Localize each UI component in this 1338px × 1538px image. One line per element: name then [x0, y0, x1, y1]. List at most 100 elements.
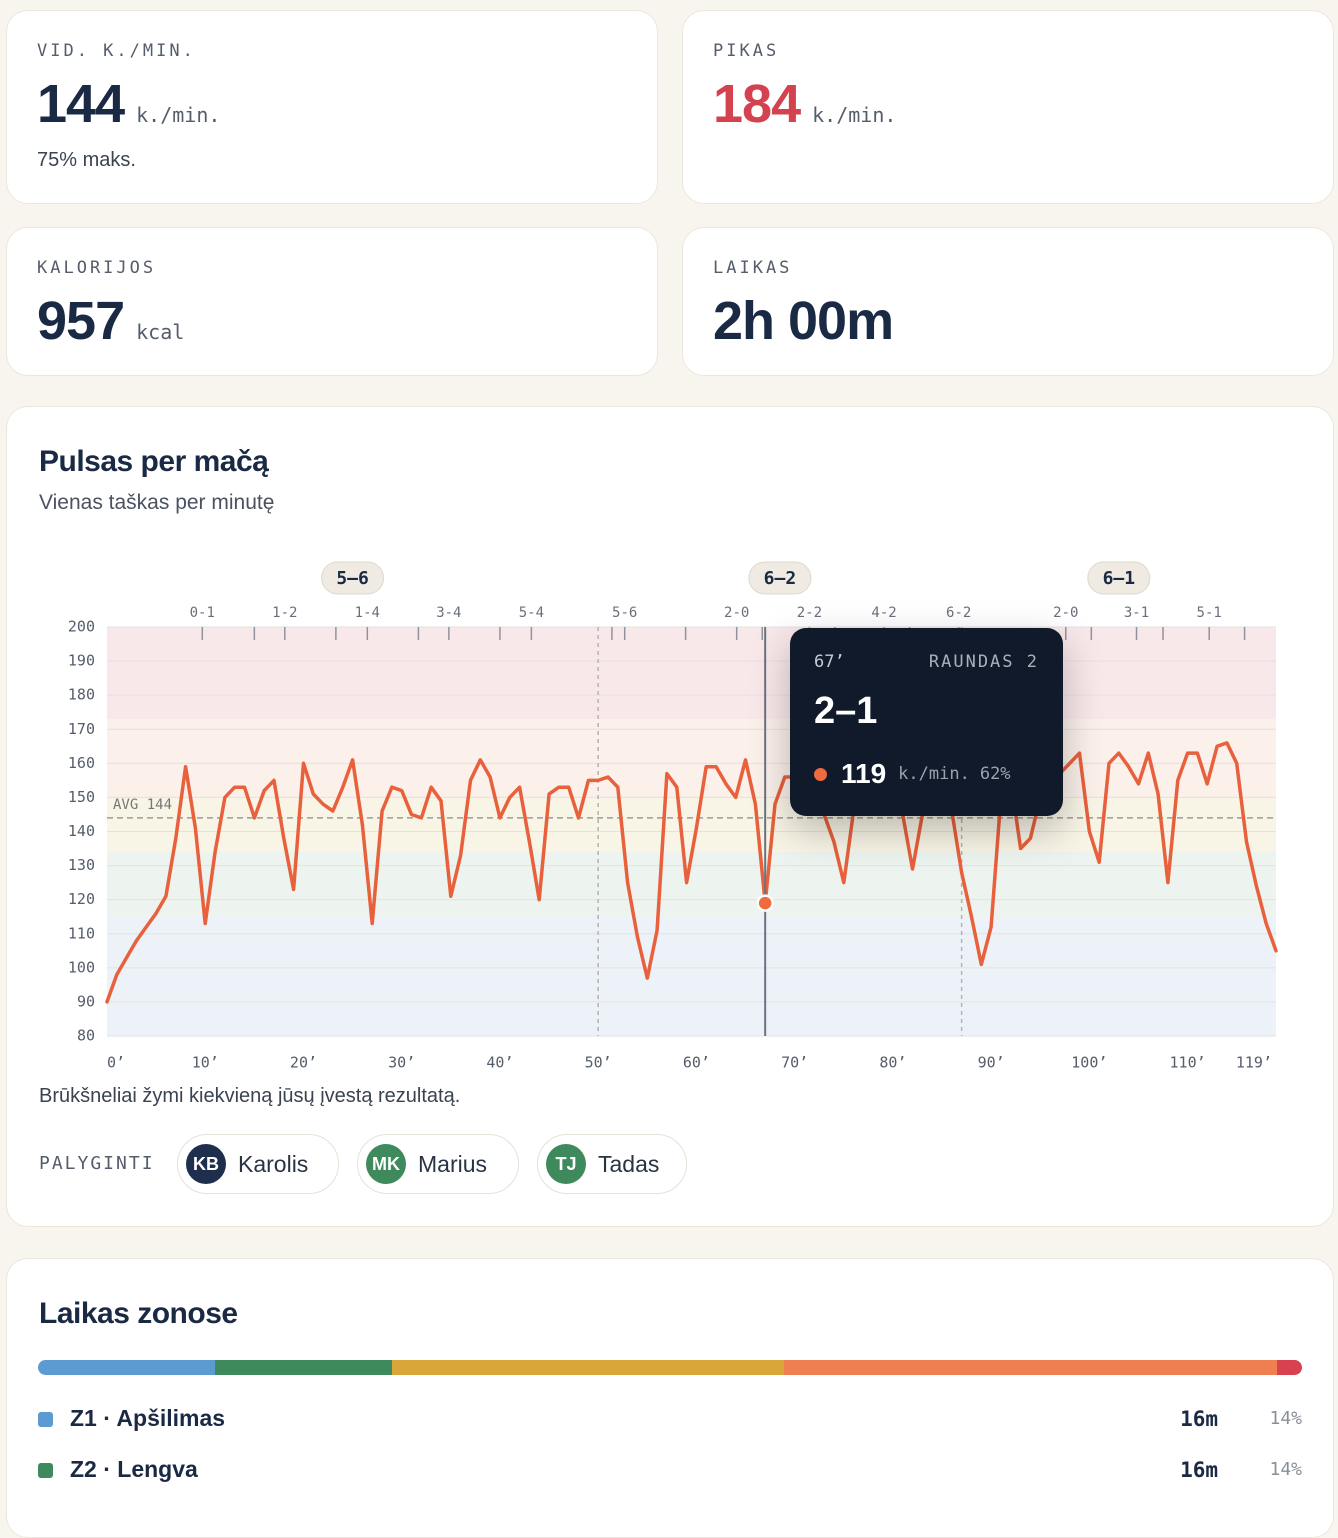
score-label: 0-1 — [190, 605, 215, 621]
stat-value: 184 k./min. — [713, 77, 896, 131]
tooltip: 67’ RAUNDAS 2 2–1 119 k./min. 62% — [790, 628, 1063, 816]
chart-subtitle: Vienas taškas per minutę — [39, 491, 275, 514]
avatar: KB — [186, 1144, 226, 1184]
stat-value: 2h 00m — [713, 291, 894, 351]
zone-time: 16m — [1180, 1458, 1218, 1482]
stat-number: 957 — [37, 291, 125, 351]
set-label: 5–6 — [336, 568, 369, 589]
zone-name: Z2 · Lengva — [70, 1456, 198, 1482]
zones-title: Laikas zonose — [39, 1297, 238, 1330]
tooltip-pct: 62% — [979, 764, 1011, 784]
stat-unit: k./min. — [812, 103, 897, 127]
y-tick-label: 150 — [68, 788, 95, 806]
y-tick-label: 120 — [68, 890, 95, 908]
stat-label: KALORIJOS — [37, 258, 157, 278]
score-label: 6-2 — [946, 605, 971, 621]
stat-label: LAIKAS — [713, 258, 793, 278]
zone-share: 14% — [1269, 1459, 1302, 1480]
score-label: 2-2 — [797, 605, 822, 621]
x-tick-label: 10’ — [192, 1054, 219, 1072]
tooltip-value: 119 — [841, 758, 887, 789]
compare-label: PALYGINTI — [39, 1153, 155, 1174]
y-tick-label: 140 — [68, 822, 95, 840]
footnote: Brūkšneliai žymi kiekvieną jūsų įvestą r… — [39, 1085, 461, 1107]
stat-number: 2h 00m — [713, 291, 894, 351]
tooltip-minute: 67’ — [814, 652, 845, 672]
y-tick-label: 100 — [68, 958, 95, 976]
zone-segment — [214, 1360, 392, 1375]
zone-row: Z2 · Lengva 16m 14% — [38, 1455, 1302, 1485]
stat-sub: 75% maks. — [37, 149, 136, 171]
score-label: 1-4 — [355, 605, 380, 621]
zone-band — [107, 627, 1276, 720]
score-label: 1-2 — [272, 605, 297, 621]
x-tick-label: 110’ — [1170, 1054, 1206, 1072]
zone-band — [107, 916, 1276, 1036]
stat-label: VID. K./MIN. — [37, 41, 196, 61]
y-tick-label: 130 — [68, 856, 95, 874]
zone-row: Z1 · Apšilimas 16m 14% — [38, 1404, 1302, 1434]
y-tick-label: 90 — [77, 992, 95, 1010]
score-label: 3-1 — [1124, 605, 1149, 621]
x-tick-label: 70’ — [781, 1054, 808, 1072]
x-tick-label: 50’ — [585, 1054, 612, 1072]
stat-card: LAIKAS 2h 00m — [682, 227, 1334, 376]
hr-line — [105, 741, 1278, 1004]
score-label: 2-0 — [724, 605, 749, 621]
tooltip-dot — [814, 767, 827, 781]
stat-unit: k./min. — [136, 103, 221, 127]
y-tick-label: 80 — [77, 1027, 95, 1045]
tooltip-row: 119 k./min. 62% — [814, 758, 1011, 790]
score-label: 4-2 — [871, 605, 896, 621]
chip-name: Marius — [418, 1150, 488, 1177]
y-tick-label: 190 — [68, 652, 95, 670]
zone-share: 14% — [1269, 1408, 1302, 1429]
zone-segment — [783, 1360, 1277, 1375]
set-chip — [748, 561, 812, 595]
stat-card: KALORIJOS 957 kcal — [6, 227, 658, 376]
chip-name: Tadas — [598, 1150, 660, 1177]
x-tick-label: 0’ — [107, 1054, 125, 1072]
zone-swatch — [38, 1412, 53, 1427]
compare-chip[interactable]: KB Karolis — [177, 1134, 339, 1194]
x-tick-label: 30’ — [388, 1054, 415, 1072]
stat-unit: kcal — [136, 320, 185, 344]
score-label: 5-6 — [612, 605, 637, 621]
x-tick-label: 80’ — [879, 1054, 906, 1072]
zone-segment — [1276, 1360, 1302, 1375]
set-chip — [1087, 561, 1151, 595]
avatar: TJ — [546, 1144, 586, 1184]
zone-name: Z1 · Apšilimas — [70, 1405, 226, 1431]
y-tick-label: 160 — [68, 754, 95, 772]
stat-value: 957 kcal — [37, 294, 184, 348]
zone-segment — [38, 1360, 215, 1375]
set-chip — [321, 561, 385, 595]
tooltip-unit: k./min. — [898, 764, 970, 784]
x-tick-label: 20’ — [290, 1054, 317, 1072]
x-tick-label: 119’ — [1236, 1054, 1272, 1072]
avatar: MK — [366, 1144, 406, 1184]
chart-title: Pulsas per mačą — [39, 445, 269, 478]
chip-name: Karolis — [238, 1150, 309, 1177]
stat-card: PIKAS 184 k./min. — [682, 10, 1334, 204]
zone-segment — [391, 1360, 784, 1375]
stat-number: 184 — [713, 74, 801, 134]
compare-chip[interactable]: MK Marius — [357, 1134, 519, 1194]
zone-swatch — [38, 1463, 53, 1478]
x-tick-label: 90’ — [978, 1054, 1005, 1072]
tooltip-score: 2–1 — [814, 690, 878, 732]
zone-band — [107, 719, 1276, 798]
y-tick-label: 180 — [68, 686, 95, 704]
y-tick-label: 110 — [68, 924, 95, 942]
set-label: 6–2 — [764, 568, 797, 589]
compare-chip[interactable]: TJ Tadas — [537, 1134, 687, 1194]
tooltip-round: RAUNDAS 2 — [928, 652, 1039, 672]
stat-value: 144 k./min. — [37, 77, 220, 131]
score-label: 2-0 — [1053, 605, 1078, 621]
score-label: 5-1 — [1197, 605, 1222, 621]
x-tick-label: 40’ — [486, 1054, 513, 1072]
y-tick-label: 200 — [68, 618, 95, 636]
zone-bar — [38, 1360, 1302, 1375]
x-tick-label: 60’ — [683, 1054, 710, 1072]
